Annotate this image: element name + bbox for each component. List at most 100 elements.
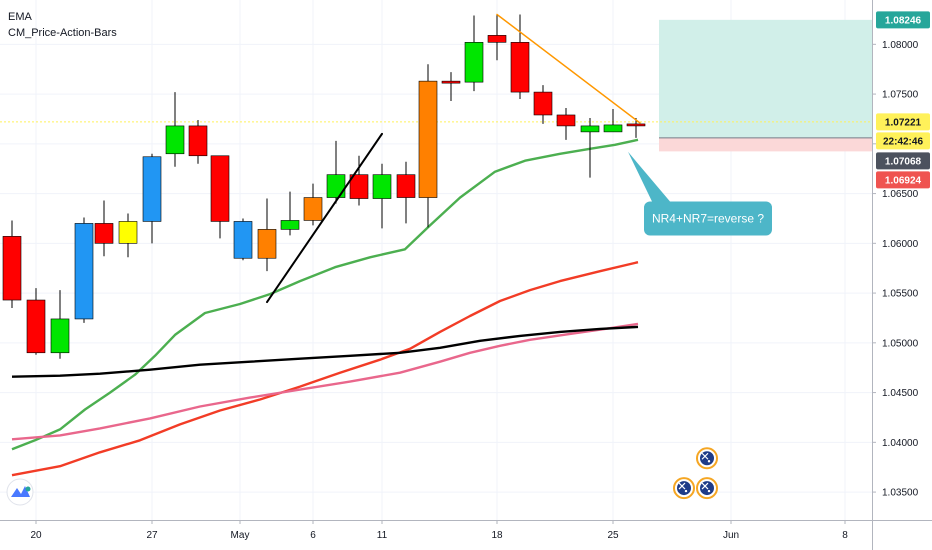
price-badge-bg [876, 11, 930, 29]
callout-text: NR4+NR7=reverse ? [652, 211, 764, 225]
candle-body[interactable] [26, 299, 46, 354]
indicator-label-price-action-bars[interactable]: CM_Price-Action-Bars [8, 27, 117, 39]
candle[interactable] [510, 14, 530, 100]
price-badge-bg [876, 132, 930, 150]
candle-body[interactable] [533, 91, 553, 116]
candle[interactable] [280, 191, 300, 236]
candle[interactable] [580, 117, 600, 178]
event-flag-icon[interactable] [696, 477, 718, 500]
candle[interactable] [257, 198, 277, 272]
candle[interactable] [165, 92, 185, 167]
candle-body[interactable] [165, 125, 185, 155]
candle-body[interactable] [418, 80, 438, 198]
y-tick-label: 1.03500 [882, 488, 919, 499]
candle-body[interactable] [188, 125, 208, 157]
position-zones[interactable] [0, 19, 872, 152]
candle[interactable] [74, 217, 94, 323]
y-tick-label: 1.08500 [882, 0, 919, 1]
candle[interactable] [533, 85, 553, 124]
price-badge[interactable]: 1.07221 [876, 113, 930, 131]
candle[interactable] [326, 140, 346, 204]
candle-body[interactable] [233, 221, 253, 259]
event-flag-icon[interactable] [673, 477, 695, 500]
event-flag-cross [678, 482, 686, 490]
indicator-label-ema[interactable]: EMA [8, 11, 32, 23]
trendline[interactable] [496, 13, 641, 124]
callout-box[interactable] [644, 201, 772, 236]
candle-body[interactable] [74, 223, 94, 320]
price-badge[interactable]: 1.06924 [876, 171, 930, 189]
candle[interactable] [50, 290, 70, 359]
candle-body[interactable] [396, 174, 416, 198]
candle[interactable] [418, 64, 438, 228]
candle-body[interactable] [142, 156, 162, 222]
candle-body[interactable] [118, 221, 138, 244]
x-tick-label: 11 [377, 530, 388, 541]
logo-mark [11, 486, 30, 497]
candle-body[interactable] [303, 197, 323, 221]
candle-body[interactable] [326, 174, 346, 198]
candle[interactable] [188, 119, 208, 164]
ema-line-green [11, 138, 639, 451]
candle[interactable] [626, 117, 646, 138]
candle[interactable] [349, 155, 369, 206]
candle-body[interactable] [50, 318, 70, 354]
candle-body[interactable] [487, 35, 507, 43]
price-badge-bg [876, 152, 930, 170]
candle-body[interactable] [372, 174, 392, 199]
candle-body[interactable] [603, 124, 623, 133]
candle[interactable] [118, 213, 138, 258]
candle[interactable] [603, 109, 623, 133]
event-flag-star [684, 489, 688, 493]
candle-body[interactable] [257, 229, 277, 259]
candle[interactable] [26, 288, 46, 355]
y-tick-label: 1.04500 [882, 388, 919, 399]
ema-line-red [11, 261, 639, 477]
stop-loss-zone[interactable] [659, 137, 872, 152]
candle[interactable] [303, 183, 323, 226]
tradingview-logo-icon[interactable] [6, 478, 34, 506]
candle-body[interactable] [464, 42, 484, 83]
candle[interactable] [487, 14, 507, 61]
price-badge[interactable]: 22:42:46 [876, 132, 930, 150]
trendline[interactable] [266, 132, 383, 304]
callout-pointer [628, 151, 670, 202]
event-markers[interactable] [673, 447, 718, 500]
candle[interactable] [441, 72, 461, 102]
candle[interactable] [210, 155, 230, 239]
candle-body[interactable] [556, 114, 576, 127]
candle-body[interactable] [510, 42, 530, 93]
candle-body[interactable] [94, 223, 114, 244]
price-badge-text: 22:42:46 [883, 136, 923, 147]
candle-body[interactable] [210, 155, 230, 222]
event-flag-icon[interactable] [696, 447, 718, 470]
event-flag-cross [701, 452, 709, 460]
price-badge[interactable]: 1.07068 [876, 152, 930, 170]
candle-body[interactable] [580, 125, 600, 133]
take-profit-zone[interactable] [659, 19, 872, 138]
candle-body[interactable] [626, 123, 646, 127]
candle[interactable] [464, 15, 484, 92]
candle[interactable] [233, 218, 253, 261]
ema-line-black [11, 325, 639, 378]
candle[interactable] [142, 153, 162, 244]
candle-body[interactable] [280, 220, 300, 230]
candle[interactable] [2, 220, 22, 308]
price-badge[interactable]: 1.08246 [876, 11, 930, 29]
trendlines[interactable] [266, 13, 641, 304]
candle-body[interactable] [349, 174, 369, 199]
x-tick-label: May [231, 530, 250, 541]
price-badge-bg [876, 171, 930, 189]
annotation-layer[interactable]: NR4+NR7=reverse ? [628, 151, 772, 236]
candle[interactable] [94, 200, 114, 257]
candle[interactable] [556, 108, 576, 140]
candle[interactable] [396, 161, 416, 224]
candle[interactable] [372, 163, 392, 229]
candles[interactable] [2, 14, 646, 359]
x-tick-label: 18 [491, 530, 503, 541]
candle-body[interactable] [2, 236, 22, 301]
candle-body[interactable] [441, 80, 461, 84]
y-tick-label: 1.07500 [882, 90, 919, 101]
